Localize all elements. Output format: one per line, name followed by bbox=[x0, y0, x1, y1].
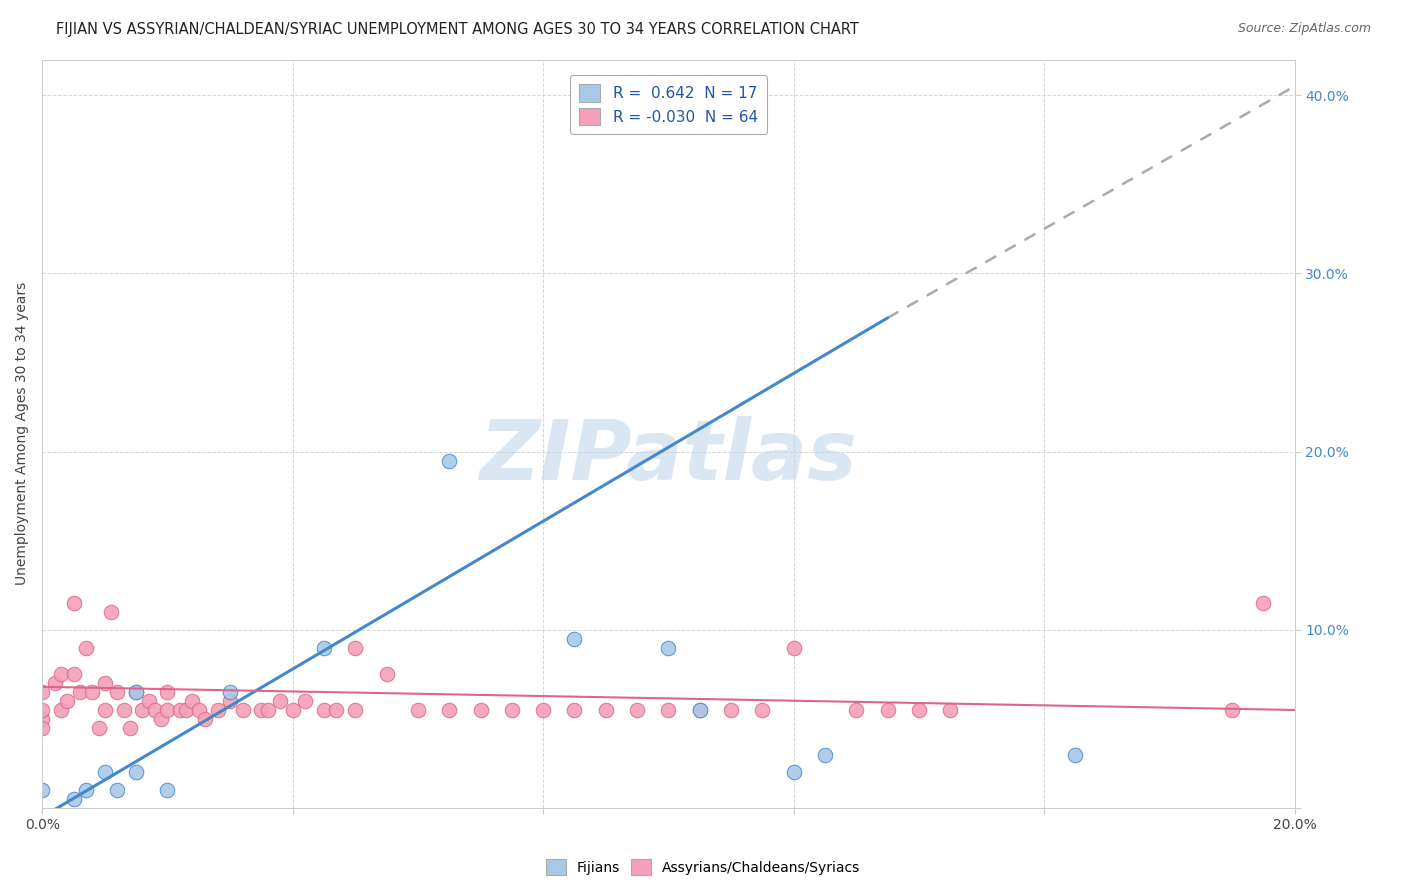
Point bbox=[256, 703, 278, 717]
Point bbox=[174, 703, 197, 717]
Text: Source: ZipAtlas.com: Source: ZipAtlas.com bbox=[1237, 22, 1371, 36]
Text: ZIPatlas: ZIPatlas bbox=[479, 416, 858, 497]
Point bbox=[406, 703, 429, 717]
Point bbox=[845, 703, 868, 717]
Point bbox=[375, 667, 398, 681]
Point bbox=[751, 703, 773, 717]
Point bbox=[125, 685, 148, 699]
Point bbox=[1251, 596, 1274, 610]
Point bbox=[125, 685, 148, 699]
Point bbox=[100, 605, 122, 619]
Point bbox=[181, 694, 204, 708]
Point bbox=[564, 632, 586, 646]
Point bbox=[150, 712, 173, 726]
Point bbox=[689, 703, 711, 717]
Legend: Fijians, Assyrians/Chaldeans/Syriacs: Fijians, Assyrians/Chaldeans/Syriacs bbox=[540, 854, 866, 880]
Point bbox=[294, 694, 316, 708]
Point bbox=[437, 703, 460, 717]
Point bbox=[187, 703, 209, 717]
Point bbox=[75, 640, 97, 655]
Point bbox=[657, 640, 679, 655]
Text: FIJIAN VS ASSYRIAN/CHALDEAN/SYRIAC UNEMPLOYMENT AMONG AGES 30 TO 34 YEARS CORREL: FIJIAN VS ASSYRIAN/CHALDEAN/SYRIAC UNEMP… bbox=[56, 22, 859, 37]
Point bbox=[44, 676, 66, 690]
Point bbox=[31, 712, 53, 726]
Point bbox=[156, 703, 179, 717]
Point bbox=[94, 703, 117, 717]
Point bbox=[939, 703, 962, 717]
Point bbox=[782, 640, 804, 655]
Point bbox=[87, 721, 110, 735]
Point bbox=[1064, 747, 1087, 762]
Point bbox=[564, 703, 586, 717]
Point bbox=[138, 694, 160, 708]
Point bbox=[131, 703, 153, 717]
Point bbox=[125, 765, 148, 780]
Point bbox=[814, 747, 837, 762]
Point bbox=[219, 694, 242, 708]
Point bbox=[194, 712, 217, 726]
Point bbox=[105, 783, 128, 797]
Point bbox=[269, 694, 291, 708]
Point bbox=[657, 703, 679, 717]
Point bbox=[595, 703, 617, 717]
Point bbox=[531, 703, 554, 717]
Point bbox=[437, 453, 460, 467]
Point bbox=[31, 721, 53, 735]
Legend: R =  0.642  N = 17, R = -0.030  N = 64: R = 0.642 N = 17, R = -0.030 N = 64 bbox=[569, 75, 766, 135]
Point bbox=[470, 703, 492, 717]
Point bbox=[281, 703, 304, 717]
Point bbox=[143, 703, 166, 717]
Point bbox=[49, 703, 72, 717]
Point bbox=[105, 685, 128, 699]
Point bbox=[94, 676, 117, 690]
Point bbox=[720, 703, 742, 717]
Point bbox=[75, 783, 97, 797]
Point bbox=[325, 703, 347, 717]
Point bbox=[62, 596, 84, 610]
Point bbox=[118, 721, 141, 735]
Point bbox=[169, 703, 191, 717]
Point bbox=[312, 703, 335, 717]
Point bbox=[908, 703, 931, 717]
Point bbox=[689, 703, 711, 717]
Point bbox=[344, 640, 367, 655]
Point bbox=[156, 783, 179, 797]
Point bbox=[31, 783, 53, 797]
Point bbox=[56, 694, 79, 708]
Point bbox=[112, 703, 135, 717]
Point bbox=[62, 667, 84, 681]
Point bbox=[49, 667, 72, 681]
Point bbox=[62, 792, 84, 806]
Point bbox=[207, 703, 229, 717]
Point bbox=[82, 685, 104, 699]
Point bbox=[219, 685, 242, 699]
Point bbox=[501, 703, 523, 717]
Point bbox=[156, 685, 179, 699]
Point bbox=[876, 703, 898, 717]
Point bbox=[626, 703, 648, 717]
Point bbox=[31, 703, 53, 717]
Point bbox=[344, 703, 367, 717]
Point bbox=[782, 765, 804, 780]
Point bbox=[232, 703, 254, 717]
Point bbox=[94, 765, 117, 780]
Point bbox=[1220, 703, 1243, 717]
Y-axis label: Unemployment Among Ages 30 to 34 years: Unemployment Among Ages 30 to 34 years bbox=[15, 282, 30, 585]
Point bbox=[31, 685, 53, 699]
Point bbox=[69, 685, 91, 699]
Point bbox=[250, 703, 273, 717]
Point bbox=[312, 640, 335, 655]
